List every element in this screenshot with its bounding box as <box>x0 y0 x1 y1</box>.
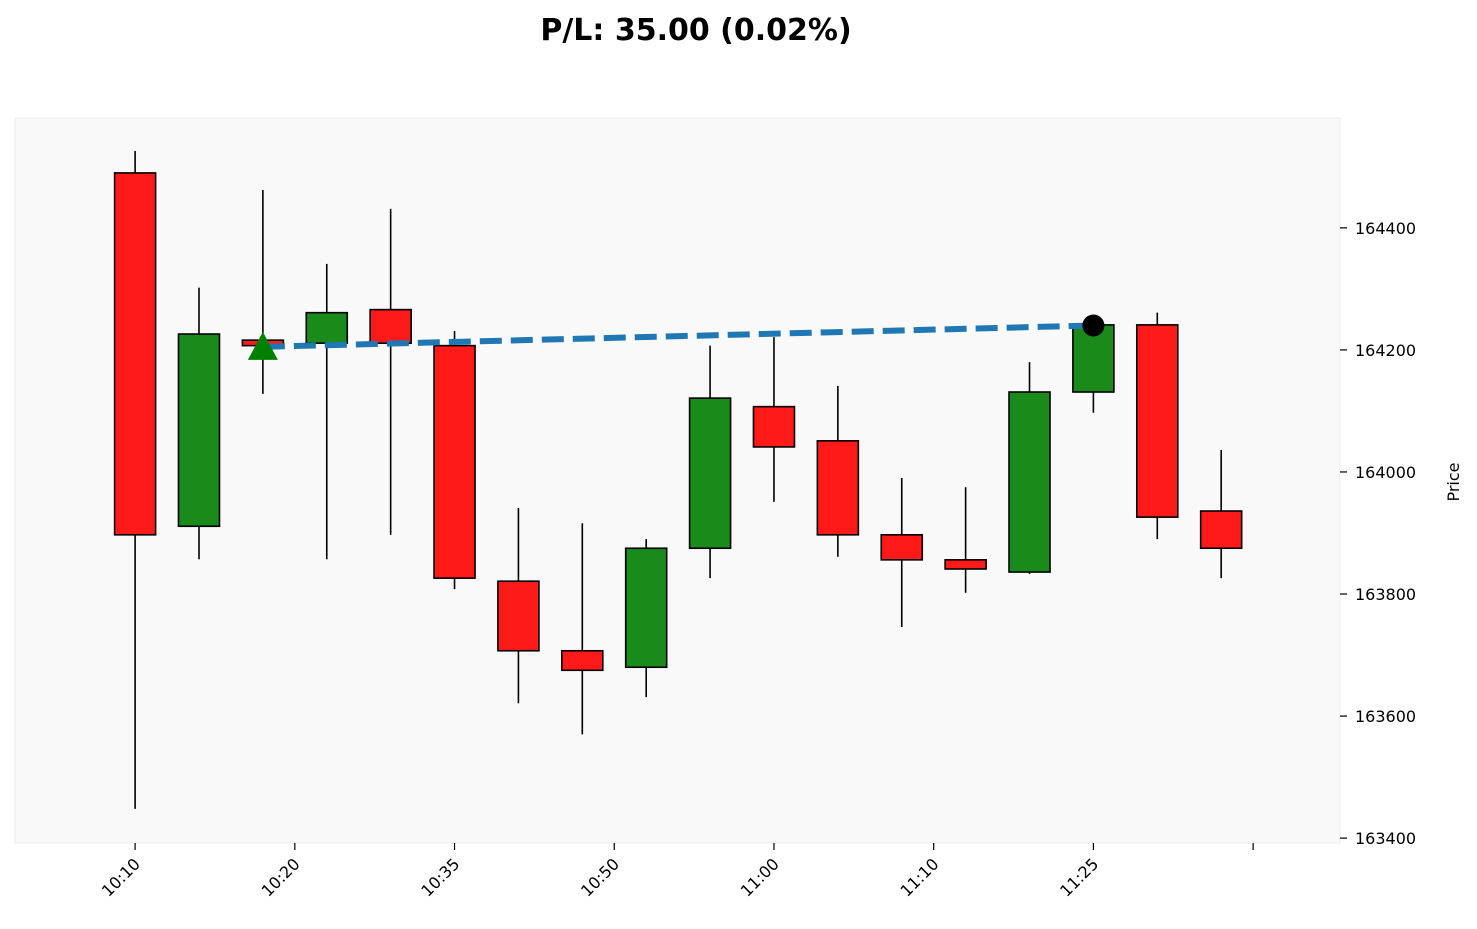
candle-body <box>561 649 604 672</box>
plot-area <box>14 117 1341 844</box>
y-tick-label: 164400 <box>1355 219 1416 238</box>
x-tick-label: 10:10 <box>98 854 144 900</box>
y-tick-label: 164200 <box>1355 341 1416 360</box>
candle-body <box>1008 391 1051 573</box>
exit-circle-icon <box>1082 314 1105 337</box>
candle-body <box>944 559 987 570</box>
x-tick-label: 11:10 <box>896 854 942 900</box>
candle-body <box>880 534 924 561</box>
candle-body <box>433 344 476 579</box>
y-tick-label: 163400 <box>1355 829 1416 848</box>
x-tick-label: 10:35 <box>417 854 463 900</box>
candle-body <box>624 547 668 669</box>
candle-body <box>688 397 732 550</box>
candle-body <box>752 405 796 448</box>
x-tick-label: 10:50 <box>577 854 623 900</box>
y-tick-label: 163600 <box>1355 707 1416 726</box>
candle-body <box>369 308 412 344</box>
candle-body <box>1199 510 1243 550</box>
x-tick-label: 10:20 <box>258 854 304 900</box>
y-tick-label: 164000 <box>1355 463 1416 482</box>
y-tick-label: 163800 <box>1355 585 1416 604</box>
candle-body <box>497 580 540 652</box>
trade-line <box>262 322 1094 350</box>
candle-body <box>1135 324 1179 518</box>
candle-body <box>177 333 221 528</box>
entry-triangle-icon <box>247 331 278 360</box>
y-axis-label: Price <box>1444 462 1463 501</box>
chart-title: P/L: 35.00 (0.02%) <box>540 13 851 48</box>
x-tick-label: 11:00 <box>737 854 783 900</box>
candle-body <box>305 311 349 344</box>
candle-body <box>816 440 860 536</box>
x-tick-label: 11:25 <box>1056 854 1102 900</box>
candle-body <box>113 172 157 536</box>
